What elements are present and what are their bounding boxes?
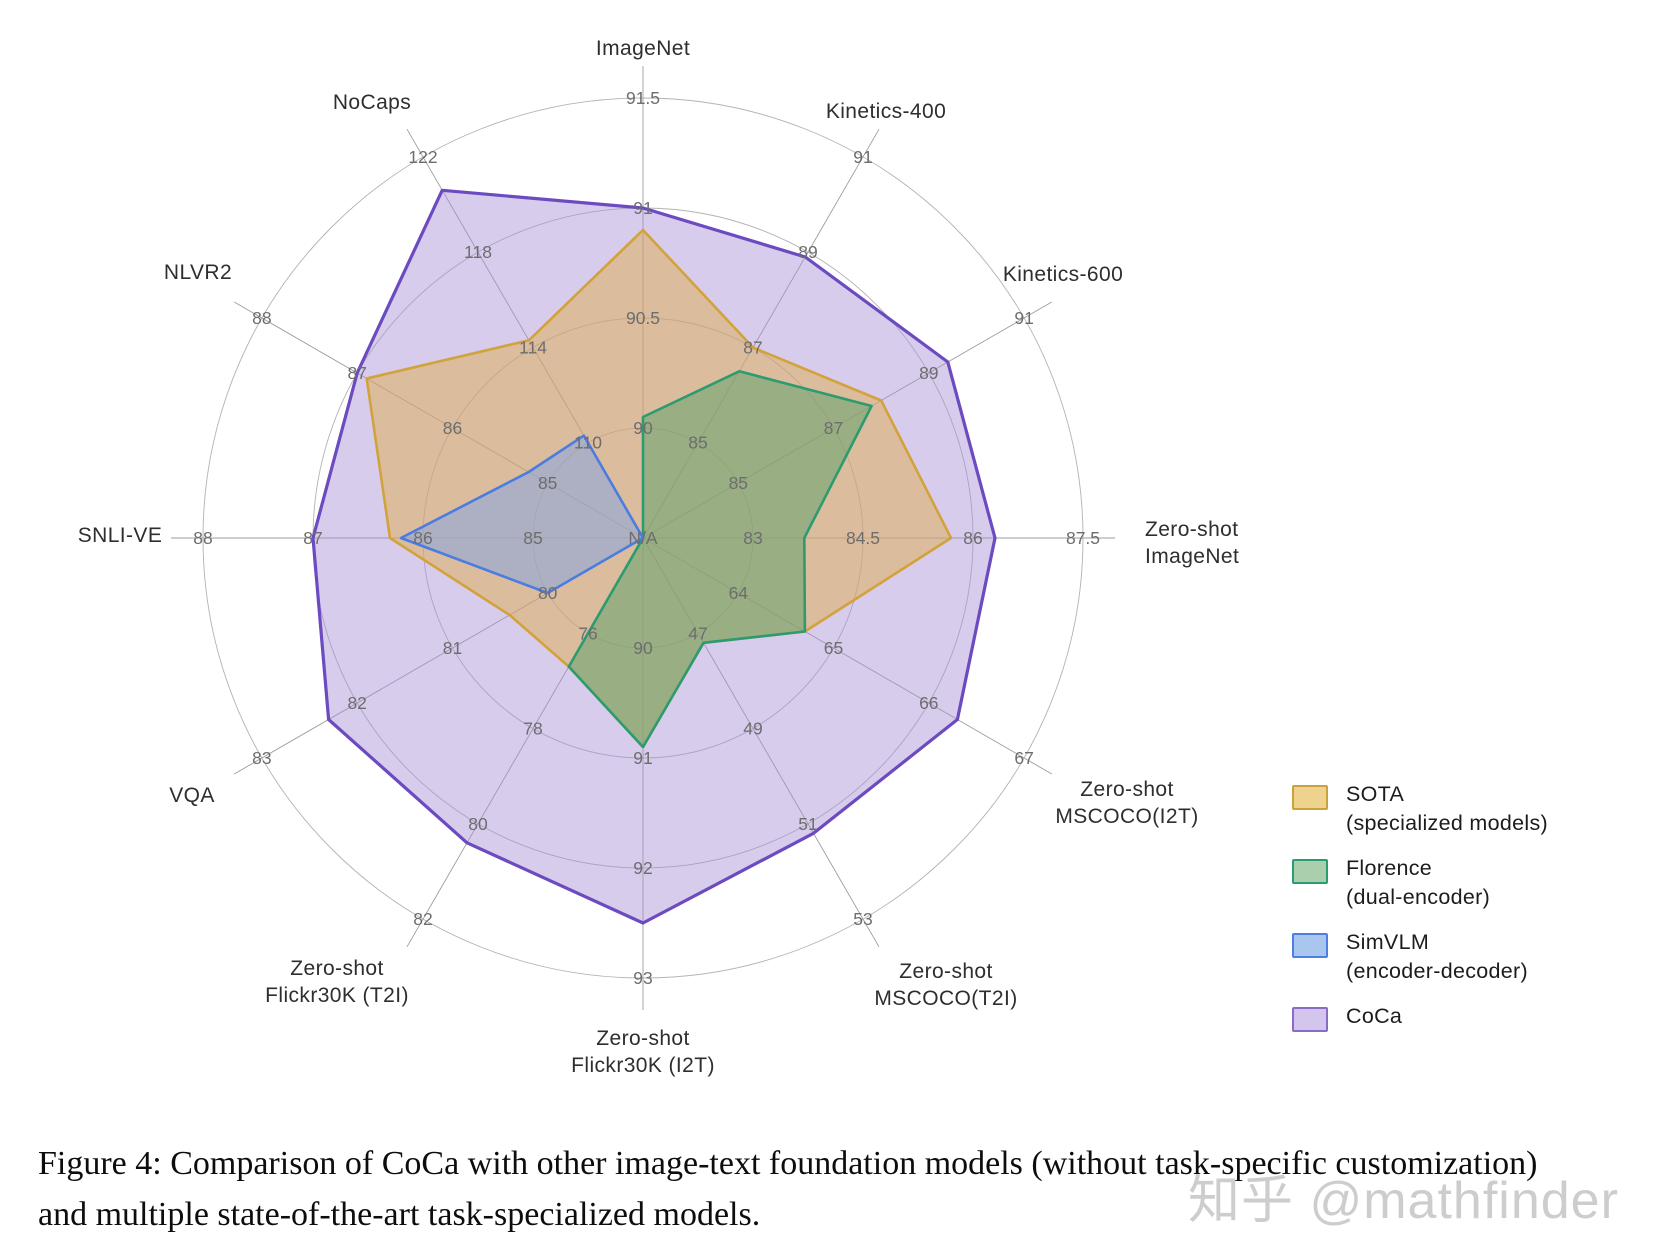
- tick-label: 66: [919, 693, 938, 713]
- tick-label: 86: [443, 418, 462, 438]
- legend-label: SOTA: [1346, 782, 1405, 806]
- axis-title-zero-shot-flickr30k-t2i-: Zero-shot: [290, 957, 383, 980]
- tick-label: 92: [633, 858, 652, 878]
- axis-title-zero-shot-mscoco-t2i-: MSCOCO(T2I): [874, 987, 1017, 1010]
- axis-title-zero-shot-imagenet: ImageNet: [1145, 545, 1239, 568]
- axis-title-zero-shot-mscoco-i2t-: MSCOCO(I2T): [1055, 805, 1198, 828]
- legend-label: Florence: [1346, 856, 1433, 880]
- legend-sublabel: (encoder-decoder): [1346, 959, 1528, 983]
- tick-label: 87: [303, 528, 322, 548]
- tick-label: 89: [798, 242, 817, 262]
- axis-title-zero-shot-mscoco-i2t-: Zero-shot: [1080, 778, 1173, 801]
- tick-label: 87.5: [1066, 528, 1100, 548]
- legend-swatch-coca: [1292, 1007, 1328, 1032]
- legend-item-sota: SOTA (specialized models): [1292, 780, 1548, 838]
- legend-sublabel: (specialized models): [1346, 811, 1548, 835]
- figure-caption: Figure 4: Comparison of CoCa with other …: [38, 1145, 1538, 1233]
- axis-title-zero-shot-imagenet: Zero-shot: [1145, 518, 1238, 541]
- tick-label: 76: [578, 623, 597, 643]
- tick-label: 88: [193, 528, 212, 548]
- legend-item-simvlm: SimVLM (encoder-decoder): [1292, 928, 1548, 986]
- legend-label: SimVLM: [1346, 930, 1430, 954]
- series-polygon-simvlm: [399, 434, 645, 595]
- tick-label: 122: [408, 147, 437, 167]
- tick-label: 82: [347, 693, 366, 713]
- tick-label: 118: [464, 242, 492, 262]
- tick-label: 53: [853, 909, 872, 929]
- tick-label: 93: [633, 968, 652, 988]
- legend: SOTA (specialized models) Florence (dual…: [1292, 780, 1548, 1032]
- legend-swatch-sota: [1292, 785, 1328, 810]
- tick-label: 91.5: [626, 88, 660, 108]
- tick-label: 86: [413, 528, 432, 548]
- tick-label: 91: [633, 198, 652, 218]
- tick-label: 91: [633, 748, 652, 768]
- tick-label: 90: [633, 638, 653, 658]
- axis-title-nocaps: NoCaps: [333, 91, 411, 114]
- tick-label: 90.5: [626, 308, 660, 328]
- tick-label: 49: [743, 719, 762, 739]
- tick-label: 82: [413, 909, 432, 929]
- tick-label: 83: [252, 748, 271, 768]
- center-na-label: N/A: [628, 528, 658, 548]
- legend-swatch-florence: [1292, 859, 1328, 884]
- tick-label: 85: [538, 473, 557, 493]
- legend-swatch-simvlm: [1292, 933, 1328, 958]
- tick-label: 90: [633, 418, 653, 438]
- tick-label: 110: [574, 433, 602, 453]
- legend-item-florence: Florence (dual-encoder): [1292, 854, 1548, 912]
- legend-item-coca: CoCa: [1292, 1002, 1548, 1032]
- tick-label: 87: [347, 363, 366, 383]
- axis-title-kinetics-400: Kinetics-400: [826, 100, 946, 123]
- axis-title-imagenet: ImageNet: [596, 37, 690, 60]
- axis-title-vqa: VQA: [169, 784, 215, 807]
- tick-label: 89: [919, 363, 938, 383]
- tick-label: 87: [743, 338, 762, 358]
- axis-title-snli-ve: SNLI-VE: [78, 524, 163, 547]
- tick-label: 86: [963, 528, 982, 548]
- tick-label: 91: [1014, 308, 1033, 328]
- series-polygon-florence: [567, 369, 873, 749]
- tick-label: 65: [824, 638, 843, 658]
- tick-label: 64: [729, 583, 749, 603]
- axis-title-zero-shot-mscoco-t2i-: Zero-shot: [899, 960, 992, 983]
- tick-label: 81: [443, 638, 462, 658]
- tick-label: 88: [252, 308, 271, 328]
- tick-label: 84.5: [846, 528, 880, 548]
- legend-label: CoCa: [1346, 1004, 1403, 1028]
- tick-label: 78: [523, 719, 542, 739]
- axis-title-kinetics-600: Kinetics-600: [1003, 263, 1123, 286]
- tick-label: 85: [688, 433, 707, 453]
- tick-label: 80: [538, 583, 558, 603]
- axis-title-nlvr2: NLVR2: [164, 261, 232, 284]
- tick-label: 85: [729, 473, 748, 493]
- tick-label: 67: [1014, 748, 1033, 768]
- tick-label: 51: [798, 814, 817, 834]
- radar-chart: 90 90.5 91 91.5 85 87 89 91 85 87 89 91 83 84.5 86 87.5…: [78, 37, 1239, 1077]
- tick-label: 87: [824, 418, 843, 438]
- axis-title-zero-shot-flickr30k-i2t-: Zero-shot: [596, 1027, 689, 1050]
- tick-label: 91: [853, 147, 872, 167]
- tick-label: 47: [688, 623, 707, 643]
- tick-label: 80: [468, 814, 488, 834]
- tick-label: 83: [743, 528, 762, 548]
- legend-sublabel: (dual-encoder): [1346, 885, 1491, 909]
- tick-label: 114: [519, 338, 547, 358]
- axis-title-zero-shot-flickr30k-t2i-: Flickr30K (T2I): [265, 984, 409, 1007]
- tick-label: 85: [523, 528, 542, 548]
- axis-title-zero-shot-flickr30k-i2t-: Flickr30K (I2T): [571, 1054, 715, 1077]
